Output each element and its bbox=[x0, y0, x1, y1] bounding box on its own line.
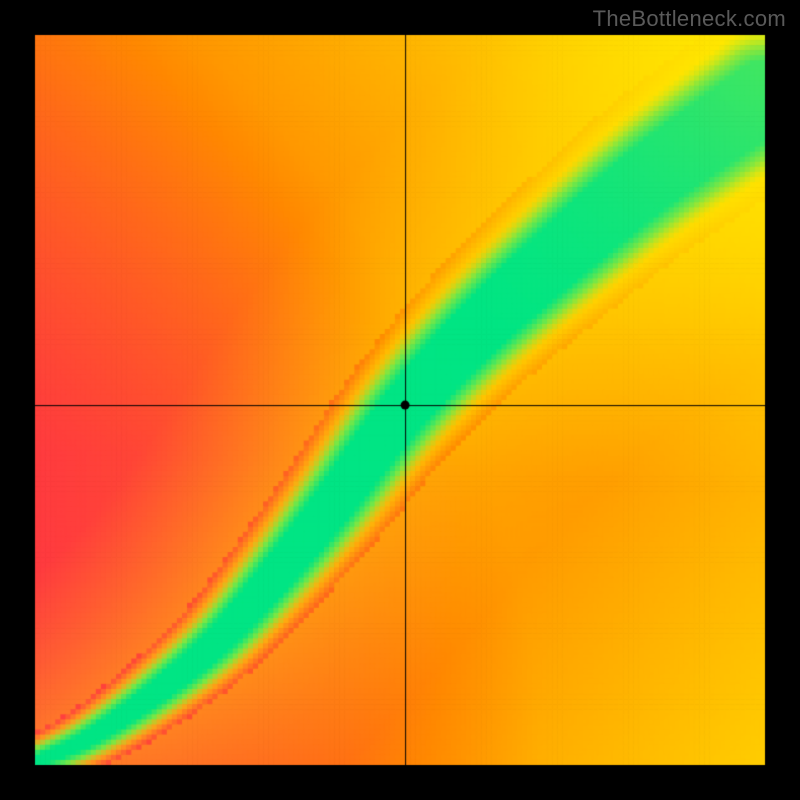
chart-stage: TheBottleneck.com bbox=[0, 0, 800, 800]
bottleneck-heatmap-canvas bbox=[0, 0, 800, 800]
watermark-text: TheBottleneck.com bbox=[593, 6, 786, 32]
